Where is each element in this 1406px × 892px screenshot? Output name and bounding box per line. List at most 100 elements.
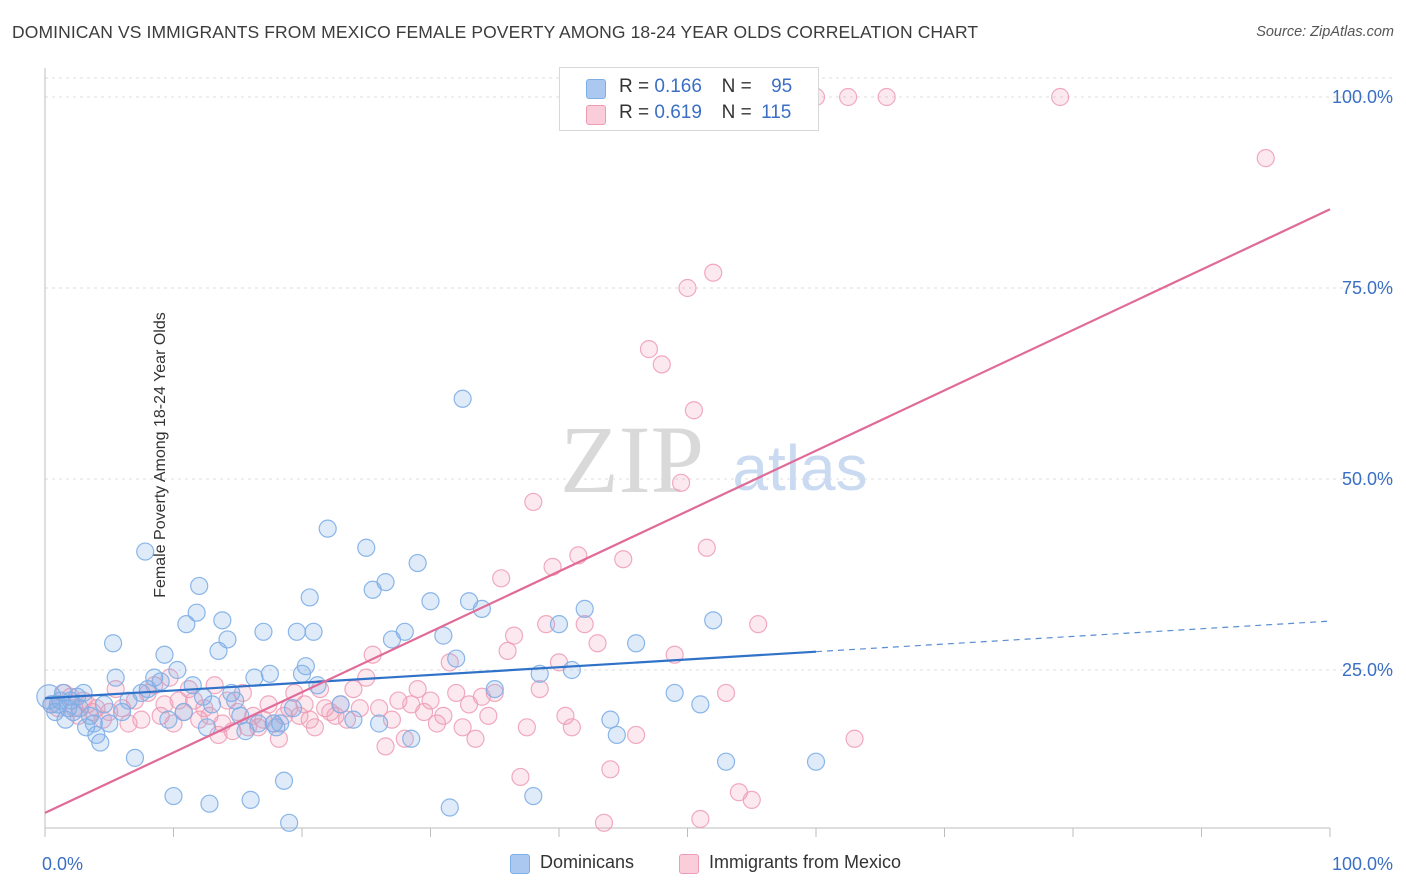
legend-n-value: 95 bbox=[771, 76, 793, 97]
point-dominican bbox=[562, 660, 581, 680]
point-mexico bbox=[155, 695, 174, 714]
point-dominican bbox=[344, 710, 363, 729]
x-tick-label: 0.0% bbox=[42, 854, 83, 874]
point-dominican bbox=[665, 683, 684, 703]
point-dominican bbox=[601, 710, 620, 729]
point-dominican bbox=[74, 683, 93, 703]
point-dominican bbox=[213, 611, 232, 630]
bottom-legend-swatch-pink bbox=[679, 854, 699, 874]
x-tick-label: 100.0% bbox=[1332, 854, 1393, 874]
point-mexico bbox=[376, 737, 395, 756]
point-dominican bbox=[806, 752, 826, 771]
point-mexico bbox=[562, 718, 581, 737]
point-mexico bbox=[290, 706, 309, 725]
gridlines bbox=[45, 77, 1395, 671]
point-dominican bbox=[485, 679, 504, 699]
point-mexico bbox=[626, 725, 646, 745]
point-dominican bbox=[100, 714, 119, 733]
point-mexico bbox=[504, 626, 524, 645]
point-dominican bbox=[408, 553, 427, 573]
legend-r-label: R = bbox=[619, 76, 650, 97]
point-dominican bbox=[318, 519, 337, 538]
point-dominican bbox=[575, 599, 594, 618]
point-dominican bbox=[691, 695, 710, 714]
point-dominican bbox=[70, 699, 89, 718]
point-dominican bbox=[177, 615, 196, 634]
point-dominican bbox=[716, 752, 736, 771]
point-mexico bbox=[466, 729, 485, 748]
point-mexico bbox=[132, 710, 151, 729]
trendline-dominicans bbox=[44, 650, 817, 700]
point-dominican bbox=[187, 603, 206, 622]
point-mexico bbox=[395, 729, 414, 748]
point-dominican bbox=[280, 813, 299, 832]
point-dominican bbox=[125, 748, 145, 767]
point-mexico bbox=[639, 340, 659, 359]
source-label: Source: ZipAtlas.com bbox=[1256, 24, 1394, 40]
point-dominican bbox=[168, 660, 187, 680]
point-dominican bbox=[202, 695, 222, 714]
point-mexico bbox=[434, 706, 453, 725]
point-dominican bbox=[174, 702, 193, 722]
point-mexico bbox=[524, 492, 543, 512]
point-mexico bbox=[337, 710, 357, 729]
point-mexico bbox=[205, 676, 224, 695]
point-dominican bbox=[472, 599, 491, 618]
point-dominican bbox=[300, 588, 319, 607]
tick-labels: 25.0% 50.0% 75.0% 100.0% 0.0% 100.0% bbox=[42, 87, 1393, 874]
point-dominican bbox=[190, 576, 209, 596]
point-mexico bbox=[517, 718, 536, 737]
point-mexico bbox=[575, 615, 594, 634]
y-axis-label: Female Poverty Among 18-24 Year Olds bbox=[151, 312, 169, 598]
point-mexico bbox=[447, 683, 466, 703]
point-mexico bbox=[1051, 87, 1070, 107]
point-dominican bbox=[274, 771, 294, 790]
point-dominican bbox=[155, 645, 174, 664]
legend-swatch-pink bbox=[586, 105, 606, 125]
point-mexico bbox=[652, 355, 671, 374]
point-mexico bbox=[704, 263, 723, 282]
point-dominican bbox=[287, 622, 306, 641]
point-dominican bbox=[249, 714, 268, 733]
point-dominican bbox=[331, 695, 350, 714]
point-dominican bbox=[304, 622, 323, 641]
chart-title: DOMINICAN VS IMMIGRANTS FROM MEXICO FEMA… bbox=[12, 22, 979, 42]
point-mexico bbox=[678, 278, 697, 298]
y-tick-label: 100.0% bbox=[1332, 87, 1393, 107]
point-dominican bbox=[151, 672, 170, 691]
watermark: ZIP atlas bbox=[560, 406, 868, 513]
point-mexico bbox=[749, 615, 768, 634]
point-mexico bbox=[877, 87, 896, 107]
point-mexico bbox=[427, 714, 447, 733]
point-dominican bbox=[357, 538, 376, 557]
point-dominican bbox=[241, 790, 260, 809]
point-mexico bbox=[370, 699, 389, 718]
trendlines bbox=[44, 208, 1331, 814]
point-mexico bbox=[350, 699, 369, 718]
point-mexico bbox=[742, 790, 761, 809]
point-mexico bbox=[421, 691, 440, 710]
point-dominican bbox=[607, 725, 626, 745]
legend-swatch-blue bbox=[586, 79, 606, 99]
point-dominican bbox=[283, 699, 303, 718]
point-dominican bbox=[159, 710, 178, 729]
point-mexico bbox=[845, 729, 864, 748]
point-mexico bbox=[601, 760, 620, 779]
point-dominican bbox=[376, 573, 395, 592]
point-dominican bbox=[84, 714, 103, 733]
watermark-zip: ZIP bbox=[560, 406, 704, 513]
point-mexico bbox=[511, 767, 530, 787]
point-mexico bbox=[671, 473, 691, 492]
bottom-legend-swatch-blue bbox=[510, 854, 530, 874]
point-dominican bbox=[370, 714, 389, 733]
point-mexico bbox=[716, 683, 736, 703]
point-dominican bbox=[104, 634, 123, 653]
point-dominican bbox=[453, 389, 472, 408]
point-dominican bbox=[549, 615, 569, 634]
legend-n-label: N = bbox=[721, 102, 752, 123]
point-mexico bbox=[190, 710, 209, 729]
point-mexico bbox=[169, 691, 188, 710]
point-mexico bbox=[485, 683, 504, 703]
bottom-legend-label: Dominicans bbox=[540, 852, 635, 872]
